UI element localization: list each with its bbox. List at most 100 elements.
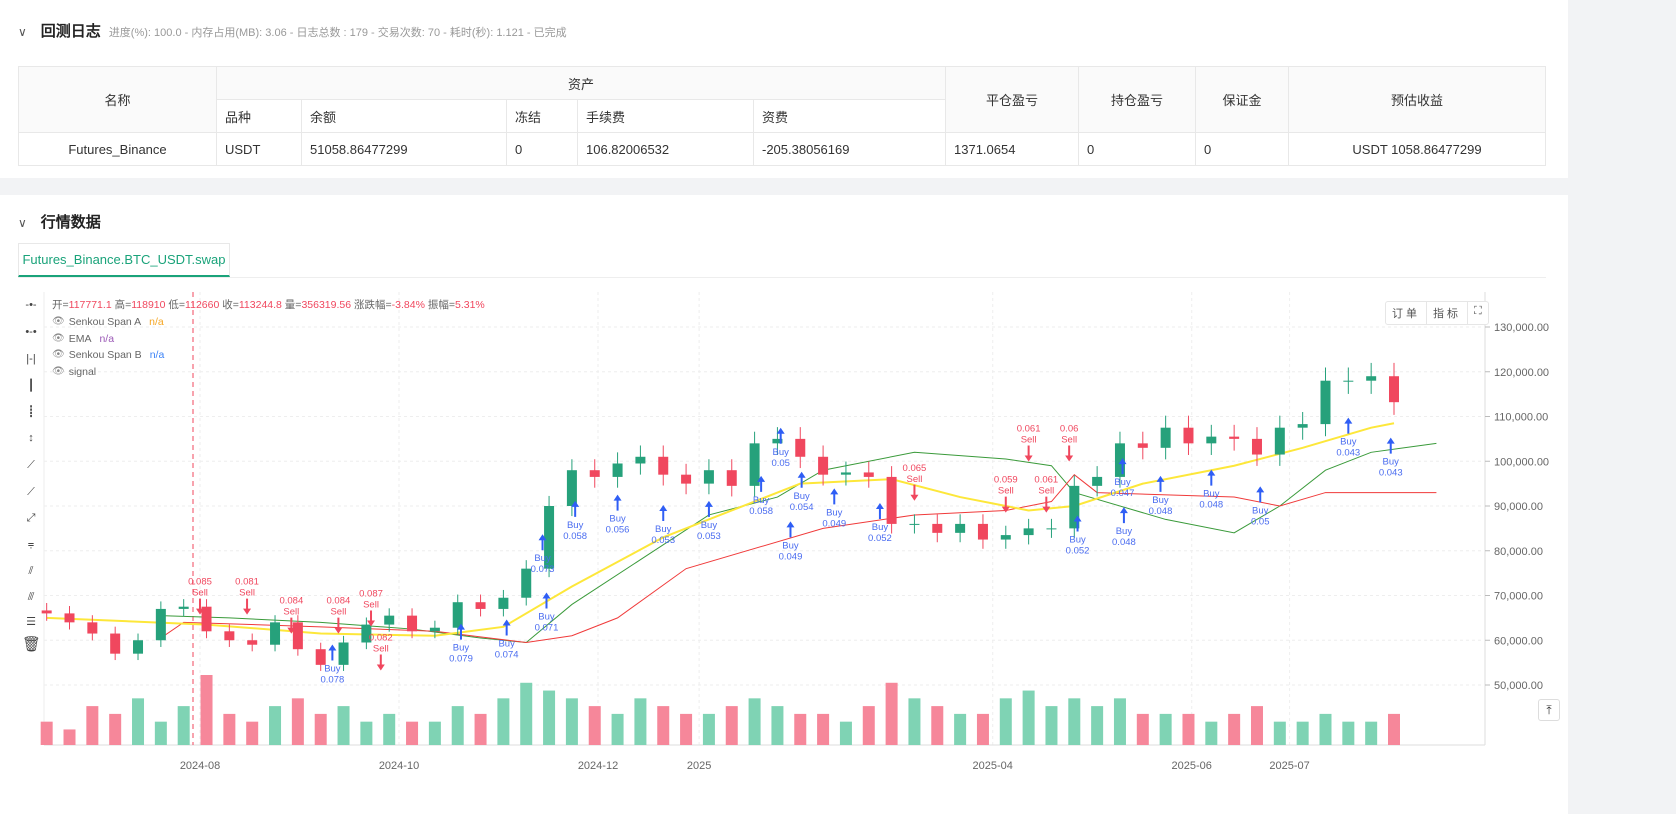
y-tick-label: 70,000.00 bbox=[1494, 591, 1543, 603]
candle-body bbox=[247, 640, 258, 645]
volume-bar bbox=[1250, 706, 1263, 745]
eye-icon[interactable]: 👁 bbox=[52, 349, 65, 360]
cell-balance: 51058.86477299 bbox=[301, 132, 507, 166]
cell-pos-pnl: 0 bbox=[1078, 132, 1196, 166]
price-chart[interactable]: 130,000.00 120,000.00 110,000.00 100,000.00… bbox=[0, 291, 1568, 814]
signal-type: Buy bbox=[701, 520, 718, 531]
chevron-down-icon[interactable]: ∨ bbox=[18, 216, 27, 230]
candle-body bbox=[566, 470, 577, 506]
signal-qty: 0.084 bbox=[279, 596, 303, 607]
volume-bar bbox=[520, 682, 533, 745]
eye-icon[interactable]: 👁 bbox=[52, 316, 65, 327]
price-line-icon[interactable]: ⩦ bbox=[27, 538, 35, 550]
horizontal-line-icon[interactable]: |-| bbox=[26, 353, 36, 365]
scroll-to-latest-button[interactable]: ⤒ bbox=[1538, 699, 1560, 721]
vertical-line-icon[interactable]: ↕ bbox=[28, 432, 34, 444]
candle-body bbox=[407, 615, 418, 632]
indicators-button[interactable]: 指标 bbox=[1427, 302, 1468, 324]
candle-body bbox=[1137, 443, 1148, 448]
volume-bar bbox=[1159, 713, 1172, 745]
trend-segment-icon[interactable]: ⟋ bbox=[27, 486, 35, 498]
price-channel-icon[interactable]: ⫻ bbox=[27, 591, 35, 603]
volume-bar bbox=[1296, 721, 1309, 745]
signal-qty: 0.043 bbox=[1379, 468, 1403, 479]
volume-bar bbox=[794, 713, 807, 745]
chevron-down-icon[interactable]: ∨ bbox=[18, 25, 27, 39]
buy-arrow-icon bbox=[1119, 507, 1128, 524]
horizontal-ray-icon[interactable]: -•- bbox=[25, 299, 37, 311]
signal-type: Sell bbox=[1038, 486, 1054, 497]
signal-type: Buy bbox=[609, 514, 626, 525]
backtest-status: 进度(%): 100.0 - 内存占用(MB): 3.06 - 日志总数 : 1… bbox=[108, 27, 567, 39]
signal-type: Sell bbox=[373, 644, 389, 655]
legend-name: Senkou Span B bbox=[68, 349, 142, 361]
volume-bar bbox=[1182, 713, 1195, 745]
volume-bar bbox=[885, 682, 898, 745]
buy-arrow-icon bbox=[786, 521, 795, 538]
vertical-segment-icon[interactable]: ┋ bbox=[27, 406, 35, 418]
trash-icon[interactable]: 🗑 bbox=[22, 636, 42, 653]
volume-bar bbox=[1273, 721, 1286, 745]
ray-line-icon[interactable]: ⟋ bbox=[27, 459, 35, 471]
buy-arrow-icon bbox=[502, 619, 511, 636]
volume-bar bbox=[63, 729, 76, 745]
col-margin: 保证金 bbox=[1195, 66, 1289, 133]
signal-type: Buy bbox=[453, 643, 470, 654]
parallel-channel-icon[interactable]: ⫽ bbox=[28, 565, 34, 577]
signal-type: Sell bbox=[998, 486, 1014, 497]
tab-btc-usdt-swap[interactable]: Futures_Binance.BTC_USDT.swap bbox=[18, 243, 230, 277]
legend-item[interactable]: 👁 Senkou Span B n/a bbox=[52, 349, 164, 361]
signal-qty: 0.043 bbox=[1336, 448, 1360, 459]
signal-qty: 0.048 bbox=[1199, 500, 1223, 511]
y-tick-label: 60,000.00 bbox=[1494, 635, 1543, 647]
legend-value: n/a bbox=[149, 316, 164, 328]
signal-qty: 0.087 bbox=[359, 589, 383, 600]
volume-bar bbox=[474, 713, 487, 745]
eye-icon[interactable]: 👁 bbox=[52, 332, 65, 344]
signal-qty: 0.05 bbox=[771, 458, 790, 469]
volume-bar bbox=[246, 721, 259, 745]
candle-body bbox=[1160, 427, 1171, 448]
volume-bar bbox=[543, 690, 556, 745]
straight-line-icon[interactable]: ⤢ bbox=[26, 512, 36, 524]
volume-bar bbox=[200, 675, 213, 745]
volume-bar bbox=[497, 698, 510, 745]
candle-body bbox=[1114, 443, 1125, 477]
orders-button[interactable]: 订单 bbox=[1386, 302, 1427, 324]
signal-qty: 0.081 bbox=[235, 577, 259, 588]
low-label: 低= bbox=[165, 299, 186, 311]
candle-body bbox=[133, 640, 144, 654]
candle-body bbox=[475, 602, 486, 609]
volume-bar bbox=[132, 698, 145, 745]
y-tick-label: 100,000.00 bbox=[1494, 456, 1549, 468]
vertical-ray-icon[interactable]: ┃ bbox=[27, 380, 35, 392]
signal-type: Buy bbox=[567, 520, 584, 531]
legend-item[interactable]: 👁 signal bbox=[52, 366, 104, 378]
volume-bar bbox=[1091, 706, 1104, 745]
eye-icon[interactable]: 👁 bbox=[52, 365, 65, 377]
cell-fee: 106.82006532 bbox=[577, 132, 754, 166]
signal-type: Sell bbox=[363, 600, 379, 611]
signal-type: Sell bbox=[192, 588, 208, 599]
signal-type: Buy bbox=[793, 491, 810, 502]
legend-item[interactable]: 👁 EMA n/a bbox=[52, 333, 114, 345]
buy-arrow-icon bbox=[830, 488, 839, 505]
y-tick-label: 110,000.00 bbox=[1494, 412, 1548, 424]
volume-bar bbox=[1113, 698, 1126, 745]
signal-qty: 0.049 bbox=[822, 518, 846, 529]
horizontal-segment-icon[interactable]: •-• bbox=[25, 326, 37, 338]
signal-qty: 0.074 bbox=[495, 650, 519, 661]
low-value: 112660 bbox=[185, 299, 220, 311]
volume-bar bbox=[565, 698, 578, 745]
candle-body bbox=[429, 627, 440, 632]
fullscreen-icon[interactable]: ⛶ bbox=[1474, 305, 1482, 317]
volume-bar bbox=[657, 706, 670, 745]
y-tick-label: 90,000.00 bbox=[1494, 501, 1543, 513]
legend-item[interactable]: 👁 Senkou Span A n/a bbox=[52, 316, 164, 328]
backtest-log-header[interactable]: ∨ 回测日志 进度(%): 100.0 - 内存占用(MB): 3.06 - 日… bbox=[18, 20, 567, 41]
market-header[interactable]: ∨ 行情数据 bbox=[18, 211, 101, 232]
sell-arrow-icon bbox=[376, 654, 385, 671]
fibonacci-icon[interactable]: ☰ bbox=[26, 616, 36, 628]
y-tick-label: 50,000.00 bbox=[1494, 680, 1543, 692]
buy-arrow-icon bbox=[1386, 437, 1395, 454]
